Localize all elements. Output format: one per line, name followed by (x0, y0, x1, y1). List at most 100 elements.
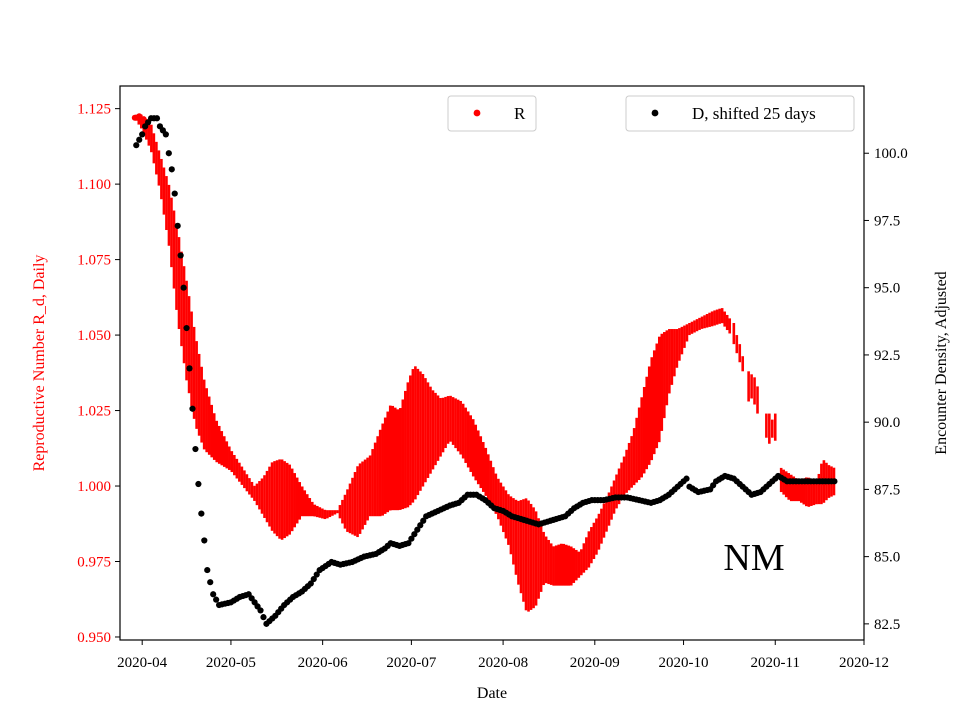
r-band-bar (522, 499, 525, 602)
r-band-bar (439, 398, 442, 457)
r-band-bar (192, 326, 196, 419)
r-band-bar (652, 350, 656, 455)
y-left-tick-label: 1.000 (77, 479, 111, 495)
x-axis-title: Date (477, 685, 507, 702)
x-tick-label: 2020-04 (117, 655, 167, 671)
r-band-bar (549, 543, 553, 585)
r-band-bar (217, 425, 221, 464)
state-annotation: NM (723, 537, 784, 579)
r-tail-bar (787, 473, 791, 500)
r-band-bar (245, 474, 249, 492)
r-band-bar (590, 527, 593, 564)
r-band-bar (532, 507, 535, 609)
r-band-bar (595, 518, 598, 555)
r-band-bar (519, 500, 523, 594)
d-point (195, 480, 202, 488)
r-segment-bar (732, 322, 736, 345)
d-point (136, 136, 143, 143)
d-point (213, 596, 220, 603)
d-point (162, 131, 169, 138)
d-point (414, 526, 421, 533)
r-band-bar (243, 470, 246, 489)
r-tail-bar (802, 478, 806, 505)
r-band-bar (720, 308, 724, 324)
d-point (207, 579, 214, 586)
r-band-bar (238, 462, 241, 482)
r-tail-bar (792, 476, 796, 502)
r-band-bar (230, 451, 234, 473)
d-point (183, 324, 190, 332)
r-band-bar (602, 503, 606, 538)
y-axis-left-title: Reproductive Number R_d, Daily (31, 255, 48, 472)
d-point (411, 531, 418, 538)
r-segment-bar (750, 374, 753, 399)
r-band-bar (492, 467, 495, 510)
r-band-bar (409, 375, 412, 506)
r-band-bar (331, 510, 334, 516)
r-band-bar (675, 329, 679, 368)
r-band-bar (421, 374, 425, 487)
r-band-bar (358, 463, 362, 534)
r-band-bar (429, 386, 432, 474)
r-band-bar (233, 455, 236, 476)
r-band-bar (212, 413, 216, 460)
r-band-bar (280, 459, 284, 540)
r-band-bar (411, 369, 415, 503)
r-band-bar (514, 499, 518, 575)
x-tick-label: 2020-11 (751, 655, 800, 671)
r-band-bar (685, 324, 689, 342)
d-point (210, 591, 217, 598)
r-band-bar (476, 430, 480, 485)
r-band-bar (607, 492, 611, 526)
r-band-bar (310, 501, 314, 517)
x-tick-label: 2020-10 (659, 655, 709, 671)
r-band-bar (162, 167, 166, 215)
r-band-bar (436, 395, 440, 461)
r-band-bar (396, 409, 400, 511)
r-band-bar (690, 321, 694, 334)
r-band-bar (585, 537, 588, 571)
r-band-bar (592, 522, 596, 559)
r-band-bar (663, 332, 666, 419)
d-point (153, 115, 161, 122)
r-band-bar (406, 382, 410, 508)
y-right-tick-label: 95.0 (874, 281, 900, 297)
r-band-bar (383, 417, 387, 514)
r-band-bar (200, 366, 203, 443)
r-band-bar (197, 353, 201, 436)
r-band-bar (260, 478, 264, 514)
r-band-bar (474, 424, 478, 481)
legend-d: D, shifted 25 days (625, 95, 855, 132)
r-band-bar (303, 490, 307, 517)
y-left-tick-label: 1.050 (77, 328, 111, 344)
r-band-bar (564, 544, 568, 586)
d-point (683, 475, 690, 482)
r-band-bar (278, 459, 281, 539)
r-band-bar (150, 124, 153, 153)
r-band-bar (326, 510, 329, 519)
r-band-bar (580, 549, 583, 576)
r-band-bar (338, 505, 342, 519)
r-band-bar (255, 483, 259, 506)
r-band-bar (617, 468, 621, 505)
r-band-bar (456, 399, 460, 452)
r-band-bar (637, 407, 641, 480)
r-segment-bar (756, 386, 759, 414)
r-band-bar (668, 329, 671, 394)
legend-d-marker (651, 109, 659, 117)
r-tail-bar (799, 479, 803, 503)
r-band-bar (620, 462, 623, 500)
d-point (133, 142, 140, 149)
x-tick-label: 2020-09 (570, 655, 620, 671)
legend-r-box (447, 95, 537, 132)
r-band-bar (288, 464, 291, 535)
y-left-tick-label: 1.025 (77, 404, 111, 420)
y-left-tick-label: 1.100 (77, 177, 111, 193)
r-band-bar (182, 266, 186, 364)
r-tail-bar (817, 473, 821, 505)
r-band-bar (285, 462, 289, 537)
r-band-bar (459, 400, 462, 455)
r-band-bar (351, 477, 354, 535)
r-band-bar (484, 447, 488, 496)
r-band-bar (298, 482, 302, 520)
